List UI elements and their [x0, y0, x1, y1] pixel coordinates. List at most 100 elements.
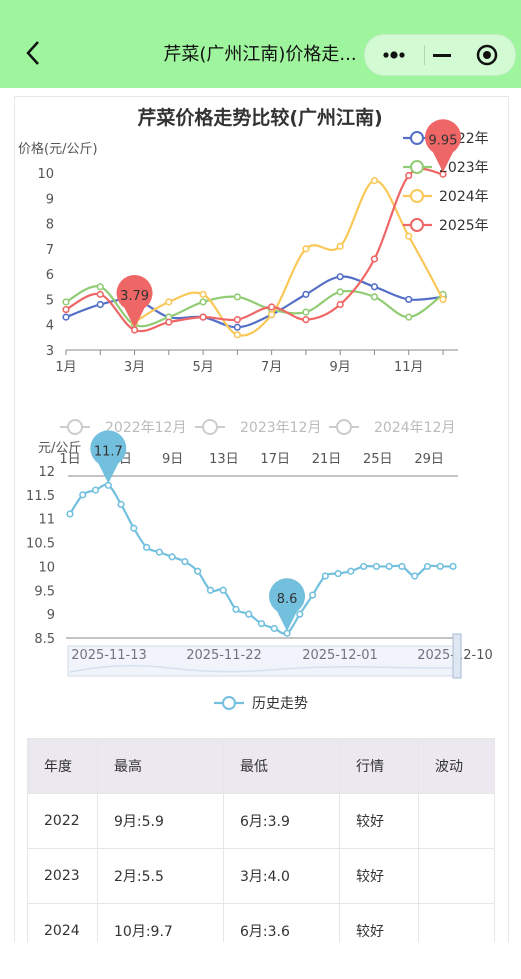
- header-wave: 波动: [418, 738, 495, 794]
- data-point: [283, 629, 291, 637]
- data-point: [302, 316, 310, 324]
- minimize-icon[interactable]: [427, 43, 457, 67]
- y-tick-label: 12: [38, 465, 55, 480]
- cell-year: 2023: [27, 848, 98, 904]
- x-tick-label: 7月: [261, 360, 282, 375]
- data-point: [181, 558, 189, 566]
- x-tick-label: 2025-11-22: [186, 648, 262, 663]
- x-tick-label: 3月: [124, 360, 145, 375]
- legend-label: 2025年: [439, 218, 489, 234]
- data-point: [308, 591, 317, 599]
- y-axis-label: 价格(元/公斤): [18, 141, 98, 157]
- data-point: [79, 491, 87, 499]
- legend-symbol: [410, 218, 424, 232]
- data-point: [232, 605, 240, 613]
- data-point: [370, 255, 379, 263]
- data-point: [66, 510, 74, 518]
- data-point: [62, 305, 70, 314]
- series-line-2025年: [65, 167, 444, 333]
- data-point: [130, 524, 138, 532]
- top-axis-label: 17日: [260, 452, 290, 467]
- legend-label: 2024年12月: [374, 420, 455, 436]
- y-tick-label: 10: [37, 167, 54, 182]
- legend-symbol: [222, 696, 236, 710]
- data-point: [257, 620, 266, 628]
- cell-low: 3月:4.0: [223, 848, 340, 904]
- legend-symbol: [336, 419, 352, 435]
- y-tick-label: 7: [46, 243, 54, 258]
- data-point: [233, 293, 241, 301]
- y-tick-label: 4: [46, 319, 54, 334]
- legend-symbol: [410, 131, 424, 145]
- data-point: [439, 295, 447, 304]
- top-axis-label: 13日: [209, 452, 239, 467]
- max-marker: 11.7: [90, 430, 127, 484]
- cell-wave: [418, 793, 495, 849]
- more-dots-icon[interactable]: [379, 43, 409, 67]
- datazoom-slider: [67, 645, 459, 677]
- legend-label: 历史走势: [252, 696, 308, 712]
- min-marker-label: 3.79: [120, 289, 149, 304]
- data-point: [321, 572, 329, 580]
- data-point: [334, 569, 342, 578]
- x-tick-label: 5月: [192, 360, 213, 375]
- data-point: [165, 298, 173, 306]
- header-low: 最低: [223, 738, 340, 794]
- data-point: [268, 311, 276, 319]
- x-tick-label: 2025-11-13: [71, 648, 147, 663]
- data-point: [302, 308, 310, 316]
- data-point: [96, 290, 104, 298]
- data-point: [96, 300, 104, 309]
- data-point: [143, 543, 151, 551]
- legend-label: 2022年12月: [105, 420, 186, 436]
- y-tick-label: 9: [46, 192, 54, 207]
- y-tick-label: 5: [46, 293, 54, 308]
- data-point: [370, 283, 379, 291]
- y-tick-label: 8.5: [34, 632, 55, 647]
- data-point: [411, 572, 419, 580]
- min-marker: 8.6: [269, 578, 306, 632]
- data-point: [194, 567, 202, 575]
- chevron-left-icon[interactable]: [20, 38, 50, 68]
- y-tick-label: 10: [38, 560, 55, 575]
- top-axis-label: 21日: [312, 452, 342, 467]
- cell-year: 2022: [27, 793, 98, 849]
- yearly-price-chart: 芹菜价格走势比较(广州江南) 价格(元/公斤) 3 4 5 6 7 8 9 10 1月 3月 5月 7…: [18, 106, 489, 375]
- cell-high: 9月:5.9: [97, 793, 224, 849]
- y-tick-label: 11: [38, 513, 55, 528]
- data-point: [405, 313, 413, 321]
- data-point: [155, 548, 163, 556]
- min-marker-label: 8.6: [277, 592, 298, 607]
- data-point: [385, 562, 393, 571]
- data-point: [199, 298, 207, 306]
- max-marker-pin: [90, 430, 127, 484]
- yearly-summary-table: 年度 最高 最低 行情 波动 2022 9月:5.9 6月:3.9 较好 202…: [27, 738, 495, 959]
- data-point: [62, 313, 70, 321]
- data-point: [245, 610, 253, 618]
- y-tick-label: 10.5: [26, 537, 55, 552]
- data-point: [130, 326, 139, 334]
- datazoom-handle: [452, 633, 462, 679]
- data-point: [270, 624, 278, 633]
- table-header-row: 年度 最高 最低 行情 波动: [27, 738, 495, 794]
- data-point: [405, 232, 413, 240]
- top-axis-label: 25日: [363, 452, 393, 467]
- data-point: [436, 562, 444, 571]
- min-marker-pin: [116, 275, 153, 329]
- chart-title: 芹菜价格走势比较(广州江南): [137, 106, 382, 129]
- y-tick-label: 11.5: [26, 489, 55, 504]
- data-point: [199, 313, 207, 321]
- target-circle-icon[interactable]: [472, 43, 502, 67]
- data-point: [168, 553, 176, 561]
- y-tick-label: 9.5: [34, 584, 55, 599]
- legend-symbol: [67, 419, 83, 435]
- min-marker: 3.79: [116, 275, 153, 329]
- data-point: [96, 283, 104, 291]
- data-point: [62, 298, 70, 306]
- data-point: [302, 290, 310, 298]
- data-point: [405, 295, 413, 304]
- data-point: [336, 242, 344, 250]
- cell-low: 6月:3.9: [223, 793, 340, 849]
- data-point: [165, 318, 173, 326]
